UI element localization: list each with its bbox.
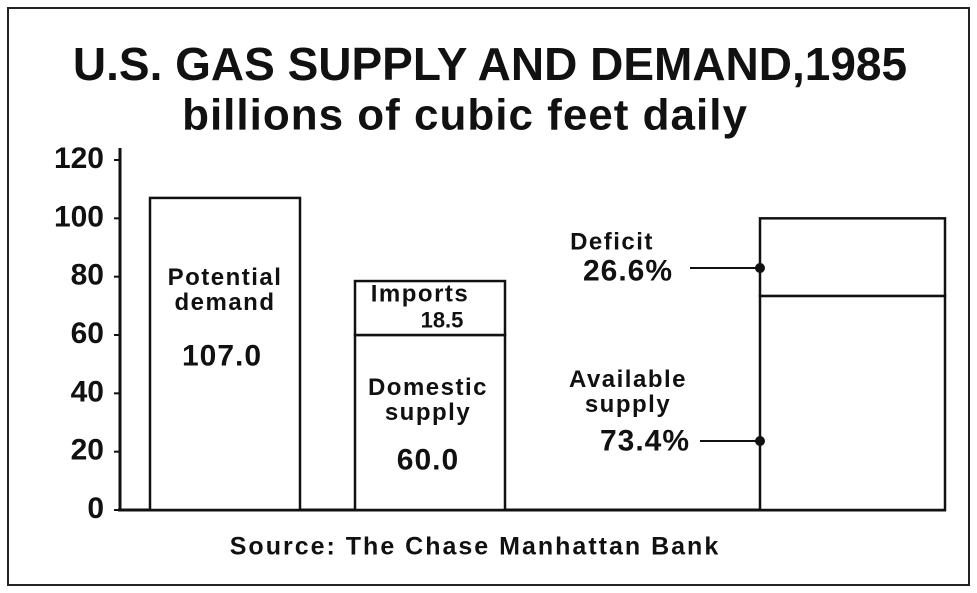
bar-segment: [353, 279, 507, 337]
segment-name: Domestic supply: [367, 373, 489, 426]
chart-title: U.S. GAS SUPPLY AND DEMAND,1985: [73, 38, 907, 90]
y-tick-label: 80: [71, 259, 104, 292]
segment-name: Imports: [370, 280, 470, 308]
y-tick-label: 120: [54, 142, 104, 175]
y-tick-label: 0: [87, 492, 104, 525]
leader-dot: [755, 436, 765, 446]
segment-value: 60.0: [396, 443, 460, 477]
chart-subtitle: billions of cubic feet daily: [182, 91, 748, 140]
leader-dot: [755, 263, 765, 273]
segment-name: Available supply: [569, 365, 687, 418]
y-tick-label: 40: [71, 375, 104, 408]
segment-value: 18.5: [420, 307, 464, 333]
bar-segment: [148, 196, 302, 512]
y-tick-label: 20: [71, 434, 104, 467]
y-tick-label: 100: [54, 200, 104, 233]
source: Source: The Chase Manhattan Bank: [230, 533, 720, 561]
segment-value: 73.4%: [599, 424, 691, 458]
bar-segment: [353, 333, 507, 512]
segment-name: Deficit: [570, 228, 654, 256]
y-tick-label: 60: [71, 317, 104, 350]
frame: [7, 7, 970, 586]
bar-segment: [758, 217, 947, 298]
bar-segment: [758, 294, 947, 512]
segment-value: 26.6%: [582, 254, 674, 288]
segment-name: Potential demand: [167, 263, 283, 316]
segment-value: 107.0: [181, 339, 263, 373]
